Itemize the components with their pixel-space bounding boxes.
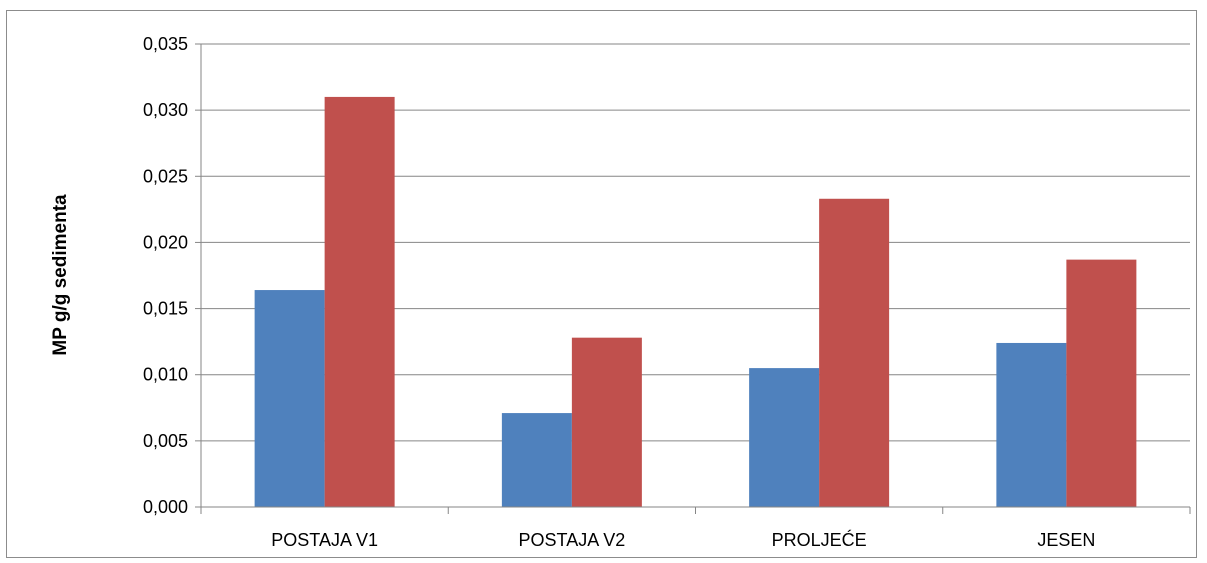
bar-postaja-v1-series-2 bbox=[324, 96, 395, 508]
x-category-label: POSTAJA V1 bbox=[271, 530, 378, 550]
bar-jesen-series-2 bbox=[1066, 259, 1137, 507]
y-tick-label: 0,020 bbox=[143, 232, 188, 252]
y-tick-label: 0,005 bbox=[143, 431, 188, 451]
bar-postaja-v2-series-2 bbox=[571, 337, 642, 507]
bar-prolje-e-series-1 bbox=[749, 368, 820, 507]
x-category-label: JESEN bbox=[1037, 530, 1095, 550]
axes bbox=[195, 43, 1191, 514]
y-tick-label: 0,000 bbox=[143, 497, 188, 517]
y-axis-title: MP g/g sedimenta bbox=[50, 194, 71, 356]
y-tick-label: 0,035 bbox=[143, 34, 188, 54]
tick-labels: 0,000 0,005 0,010 0,015 0,020 0,025 0,030 0,035… bbox=[143, 34, 1095, 550]
bar-jesen-series-1 bbox=[996, 342, 1067, 507]
bar-prolje-e-series-2 bbox=[819, 198, 890, 507]
y-tick-label: 0,015 bbox=[143, 299, 188, 319]
bar-postaja-v2-series-1 bbox=[501, 413, 572, 507]
y-tick-label: 0,030 bbox=[143, 100, 188, 120]
x-category-label: POSTAJA V2 bbox=[519, 530, 626, 550]
x-category-label: PROLJEĆE bbox=[772, 529, 867, 550]
bars bbox=[254, 96, 1137, 508]
y-tick-label: 0,010 bbox=[143, 365, 188, 385]
bar-postaja-v1-series-1 bbox=[254, 290, 325, 507]
y-tick-label: 0,025 bbox=[143, 166, 188, 186]
